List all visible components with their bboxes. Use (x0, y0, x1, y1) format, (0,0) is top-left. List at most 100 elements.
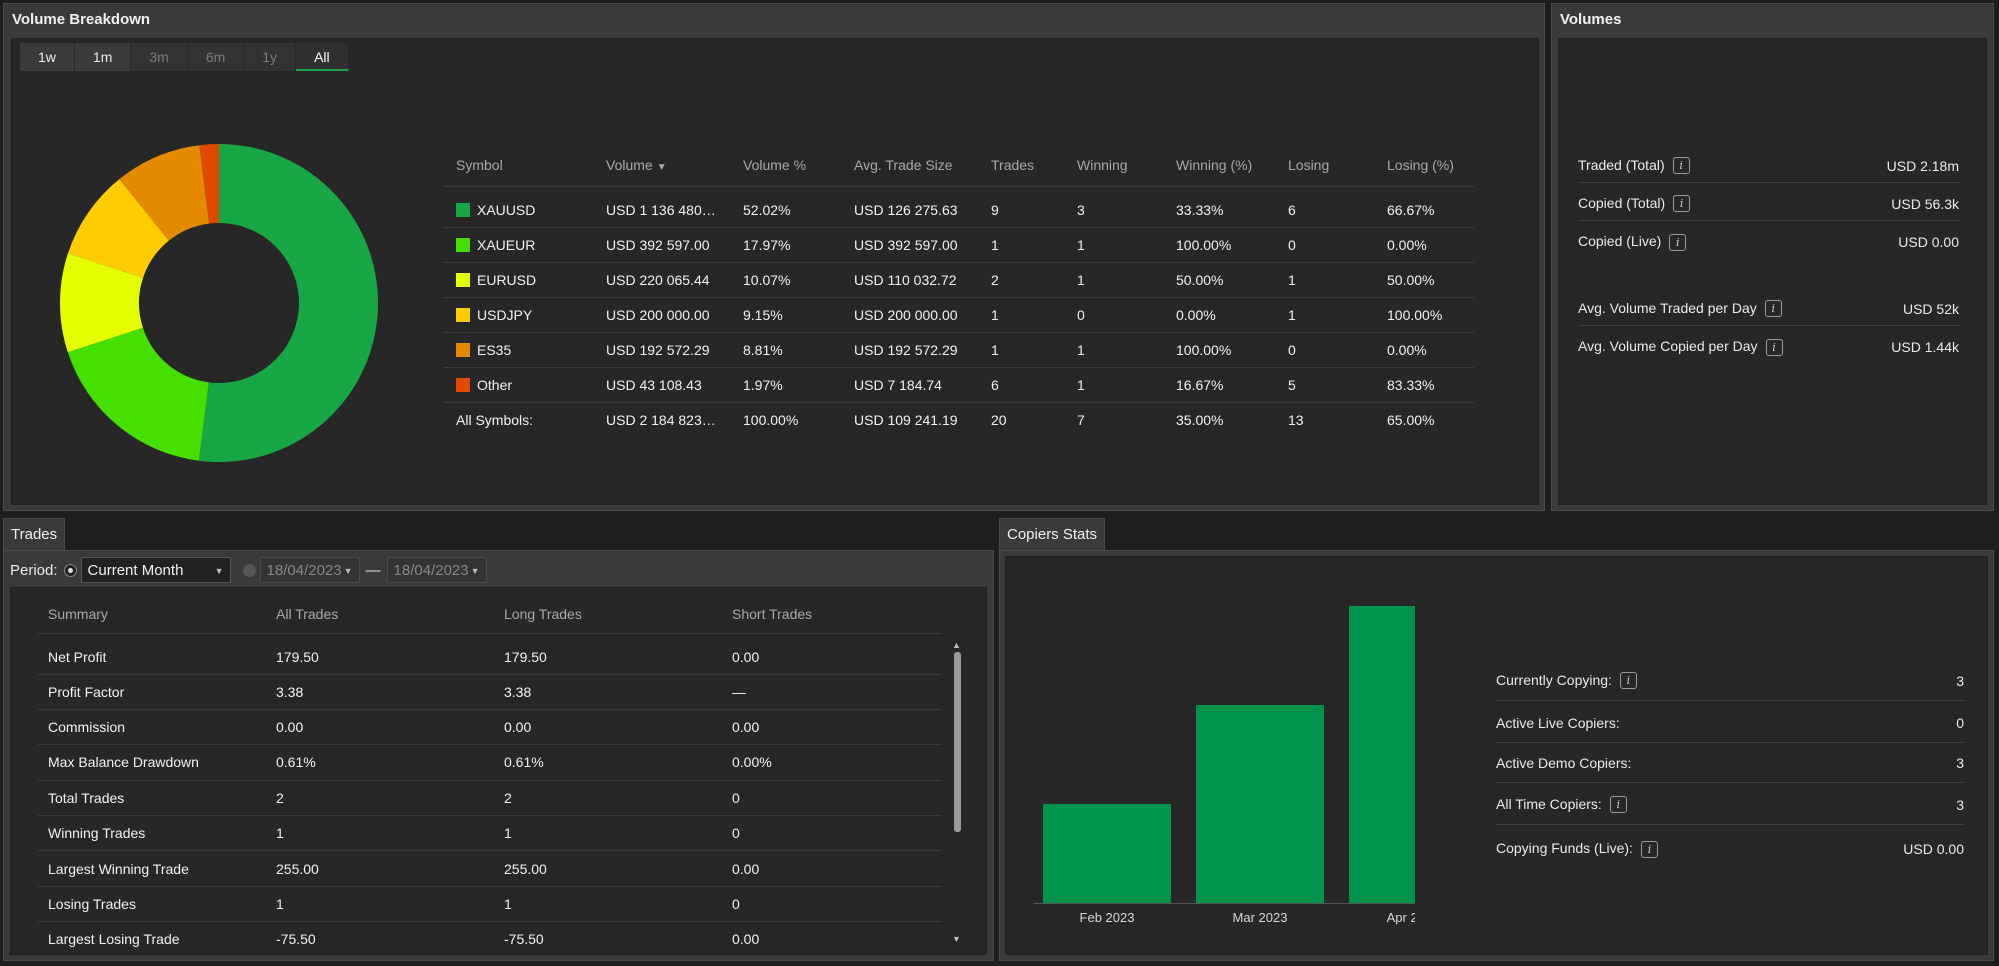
cell-short-trades: 0.00 (722, 709, 942, 746)
volume-table-row: ES35 USD 192 572.29 8.81% USD 192 572.29 1 1 1… (444, 332, 1474, 368)
cell-avg-trade-size: USD 126 275.63 (842, 186, 979, 228)
period-custom-radio[interactable] (242, 563, 256, 577)
scroll-up-icon[interactable]: ▲ (952, 640, 961, 650)
cell-all-trades: 255.00 (266, 850, 494, 887)
tab-copiers-stats[interactable]: Copiers Stats (999, 518, 1106, 550)
cell-trades: 1 (979, 332, 1065, 368)
scroll-thumb[interactable] (954, 652, 961, 832)
info-icon[interactable]: i (1764, 300, 1782, 318)
cell-all-trades: 1 (266, 815, 494, 852)
donut-slice-other[interactable] (199, 144, 219, 224)
col-winning[interactable]: Winning (1065, 144, 1164, 187)
cell-symbol: ES35 (444, 332, 594, 368)
date-from-input[interactable]: 18/04/2023 (259, 557, 360, 584)
volumes-panel: Volumes Traded (Total) i USD 2.18m Copied (… (1551, 3, 1994, 511)
period-all-button[interactable]: All (296, 43, 349, 71)
donut-slice-xaueur[interactable] (67, 327, 209, 461)
trades-period-row: Period: Current Month 18/04/2023 — 18/04… (10, 557, 487, 584)
volumes-row-value: USD 52k (1902, 300, 1959, 317)
trades-scrollbar[interactable]: ▲ ▼ (952, 640, 962, 945)
donut-slice-eurusd[interactable] (59, 253, 144, 353)
cell-short-trades: 0.00 (722, 921, 942, 958)
info-icon[interactable]: i (1673, 195, 1691, 213)
date-to-input[interactable]: 18/04/2023 (386, 557, 487, 584)
cell-losing: 1 (1276, 297, 1375, 333)
cell-long-trades: 3.38 (494, 674, 722, 710)
info-icon[interactable]: i (1765, 338, 1783, 356)
col-losing[interactable]: Losing (1276, 144, 1375, 187)
cell-long-trades: 0.61% (494, 744, 722, 781)
symbol-swatch (456, 237, 470, 252)
cell-losing: 0 (1276, 332, 1375, 368)
volume-table-header: Symbol Volume ▼ Volume % Avg. Trade Size … (444, 144, 1474, 187)
period-preset-radio[interactable] (63, 563, 77, 577)
bar-mar-2023[interactable] (1196, 705, 1324, 903)
cell-trades: 2 (979, 262, 1065, 298)
col-losing-pct[interactable]: Losing (%) (1375, 144, 1474, 187)
volumes-row: Avg. Volume Copied per Day i USD 1.44k (1578, 330, 1959, 364)
trades-table-row: Profit Factor 3.38 3.38— (38, 674, 942, 710)
period-1w-button[interactable]: 1w (20, 43, 75, 71)
col-trades[interactable]: Trades (979, 144, 1065, 187)
bar-feb-2023[interactable] (1043, 804, 1171, 903)
cell-volume-pct: 10.07% (731, 262, 842, 298)
cell-total-losing-pct: 65.00% (1387, 411, 1435, 428)
info-icon[interactable]: i (1672, 157, 1690, 175)
cell-summary: Total Trades (38, 780, 266, 817)
period-select[interactable]: Current Month (80, 557, 231, 584)
trades-table-header: Summary All Trades Long Trades Short Tra… (38, 596, 942, 634)
copiers-row-label: Currently Copying: (1496, 671, 1612, 688)
col-volume[interactable]: Volume ▼ (594, 144, 731, 187)
period-6m-button[interactable]: 6m (187, 43, 245, 71)
col-long-trades: Long Trades (494, 596, 722, 634)
col-winning-pct[interactable]: Winning (%) (1164, 144, 1276, 187)
period-1y-button[interactable]: 1y (244, 43, 297, 71)
cell-avg-trade-size: USD 7 184.74 (842, 367, 979, 403)
cell-volume: USD 43 108.43 (594, 367, 731, 403)
volume-table-row: USDJPY USD 200 000.00 9.15% USD 200 000.00 1… (444, 297, 1474, 333)
cell-trades: 1 (979, 297, 1065, 333)
trades-table-row: Max Balance Drawdown 0.61% 0.61% 0.00% (38, 744, 942, 781)
cell-summary: Net Profit (38, 633, 266, 675)
volumes-row-label: Traded (Total) (1578, 156, 1665, 173)
col-symbol[interactable]: Symbol (444, 144, 594, 187)
cell-losing-pct: 83.33% (1375, 367, 1474, 403)
symbol-swatch (456, 307, 470, 322)
donut-slice-xauusd[interactable] (198, 144, 379, 462)
copiers-row-label: Copying Funds (Live): (1496, 840, 1633, 857)
volume-table-row: XAUUSD USD 1 136 480… 52.02% USD 126 275.63… (444, 186, 1474, 228)
cell-winning-pct: 100.00% (1164, 227, 1276, 263)
cell-winning: 1 (1065, 262, 1164, 298)
volumes-row-label: Copied (Total) (1578, 194, 1666, 211)
col-avg-trade-size[interactable]: Avg. Trade Size (842, 144, 979, 187)
cell-total-avg-trade-size: USD 109 241.19 (854, 411, 958, 428)
cell-summary: Profit Factor (38, 674, 266, 710)
info-icon[interactable]: i (1669, 233, 1687, 251)
volumes-row-label-wrap: Copied (Live) i (1578, 233, 1687, 251)
cell-losing-pct: 50.00% (1375, 262, 1474, 298)
info-icon[interactable]: i (1640, 840, 1658, 858)
cell-losing-pct: 0.00% (1375, 227, 1474, 263)
cell-winning: 0 (1065, 297, 1164, 333)
cell-total-trades: 20 (991, 411, 1007, 428)
donut-slice-es35[interactable] (119, 145, 210, 241)
cell-all-trades: -75.50 (266, 921, 494, 958)
scroll-down-icon[interactable]: ▼ (952, 934, 961, 944)
donut-slice-usdjpy[interactable] (67, 179, 169, 278)
col-volume-pct[interactable]: Volume % (731, 144, 842, 187)
info-icon[interactable]: i (1619, 672, 1637, 690)
trades-table-row: Net Profit 179.50 179.50 0.00 (38, 633, 942, 675)
volume-breakdown-panel: Volume Breakdown 1w 1m 3m 6m 1y All Symb… (3, 3, 1545, 511)
period-3m-button[interactable]: 3m (131, 43, 188, 71)
info-icon[interactable]: i (1609, 796, 1627, 814)
bar-apr-2023[interactable] (1349, 606, 1415, 903)
cell-short-trades: 0 (722, 815, 942, 852)
copiers-bar-chart: Feb 2023 Mar 2023 Apr 2023 (1033, 606, 1415, 925)
copiers-row: Active Demo Copiers: 3 (1496, 743, 1964, 783)
tab-trades[interactable]: Trades (3, 518, 66, 550)
col-volume-label: Volume (606, 156, 653, 173)
period-1m-button[interactable]: 1m (74, 43, 132, 71)
symbol-label: Other (477, 376, 513, 393)
volumes-row-label-wrap: Avg. Volume Copied per Day i (1578, 338, 1783, 356)
cell-losing: 1 (1276, 262, 1375, 298)
